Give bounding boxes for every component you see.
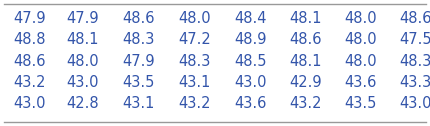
Text: 48.1: 48.1 xyxy=(289,54,322,69)
Text: 48.4: 48.4 xyxy=(234,11,267,26)
Text: 47.9: 47.9 xyxy=(13,11,46,26)
Text: 48.6: 48.6 xyxy=(399,11,430,26)
Text: 48.0: 48.0 xyxy=(344,54,377,69)
Text: 48.8: 48.8 xyxy=(13,32,46,47)
Text: 47.9: 47.9 xyxy=(67,11,99,26)
Text: 43.2: 43.2 xyxy=(178,96,211,112)
Text: 47.5: 47.5 xyxy=(399,32,430,47)
Text: 43.1: 43.1 xyxy=(123,96,155,112)
Text: 48.6: 48.6 xyxy=(289,32,322,47)
Text: 48.6: 48.6 xyxy=(123,11,155,26)
Text: 48.3: 48.3 xyxy=(399,54,430,69)
Text: 47.9: 47.9 xyxy=(123,54,155,69)
Text: 48.0: 48.0 xyxy=(344,32,377,47)
Text: 48.3: 48.3 xyxy=(178,54,211,69)
Text: 48.9: 48.9 xyxy=(234,32,267,47)
Text: 48.0: 48.0 xyxy=(67,54,99,69)
Text: 43.0: 43.0 xyxy=(234,75,267,90)
Text: 43.0: 43.0 xyxy=(13,96,46,112)
Text: 43.5: 43.5 xyxy=(344,96,376,112)
Text: 48.0: 48.0 xyxy=(344,11,377,26)
Text: 43.1: 43.1 xyxy=(178,75,211,90)
Text: 48.3: 48.3 xyxy=(123,32,155,47)
Text: 48.1: 48.1 xyxy=(289,11,322,26)
Text: 48.5: 48.5 xyxy=(234,54,267,69)
Text: 47.2: 47.2 xyxy=(178,32,211,47)
Text: 43.0: 43.0 xyxy=(399,96,430,112)
Text: 43.6: 43.6 xyxy=(234,96,267,112)
Text: 48.1: 48.1 xyxy=(67,32,99,47)
Text: 48.0: 48.0 xyxy=(178,11,211,26)
Text: 43.0: 43.0 xyxy=(67,75,99,90)
Text: 43.5: 43.5 xyxy=(123,75,155,90)
Text: 42.8: 42.8 xyxy=(67,96,99,112)
Text: 43.3: 43.3 xyxy=(399,75,430,90)
Text: 48.6: 48.6 xyxy=(13,54,46,69)
Text: 43.2: 43.2 xyxy=(289,96,322,112)
Text: 43.6: 43.6 xyxy=(344,75,376,90)
Text: 43.2: 43.2 xyxy=(13,75,46,90)
Text: 42.9: 42.9 xyxy=(289,75,322,90)
